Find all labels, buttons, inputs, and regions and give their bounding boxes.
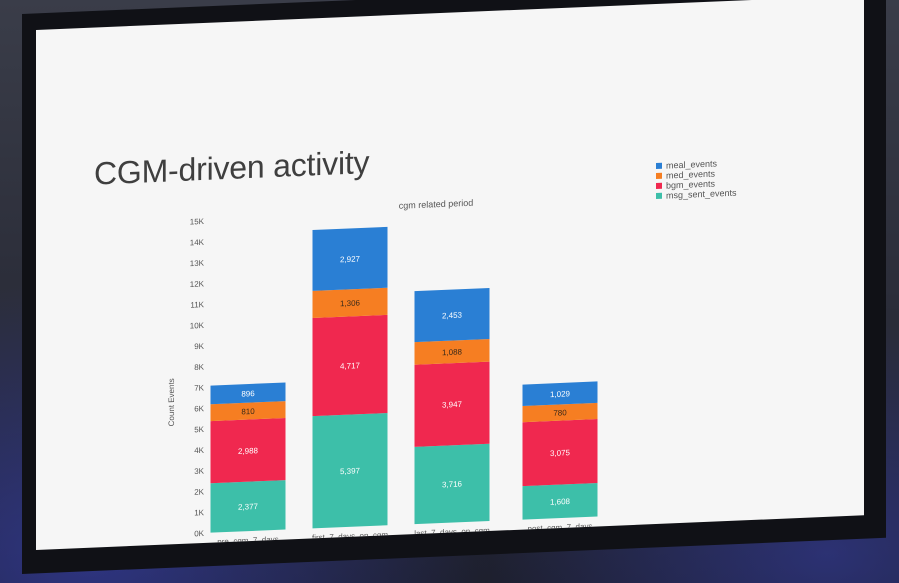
bar-value-label: 2,988 xyxy=(238,446,259,456)
y-tick-label: 9K xyxy=(194,342,204,351)
bar-value-label: 1,088 xyxy=(442,347,463,357)
y-axis-label: Count Events xyxy=(167,378,176,426)
y-tick-label: 13K xyxy=(190,259,205,269)
bar-value-label: 2,453 xyxy=(442,311,463,321)
bar-segment-med_events xyxy=(414,338,490,365)
legend-swatch xyxy=(656,192,662,200)
bar-segment-bgm_events xyxy=(210,417,286,484)
bar-value-label: 1,608 xyxy=(550,497,571,507)
y-tick-label: 14K xyxy=(190,238,205,248)
bar-value-label: 1,306 xyxy=(340,298,361,308)
y-tick-label: 15K xyxy=(190,217,205,227)
y-tick-label: 11K xyxy=(190,300,204,310)
bar-value-label: 1,029 xyxy=(550,389,571,399)
bar-segment-bgm_events xyxy=(522,419,598,487)
bar-value-label: 3,947 xyxy=(442,400,463,410)
bar-segment-msg_sent_events xyxy=(210,480,286,533)
bar-segment-bgm_events xyxy=(312,314,388,417)
y-tick-label: 8K xyxy=(194,363,204,372)
bar-value-label: 896 xyxy=(241,389,255,399)
bar-segment-meal_events xyxy=(522,381,598,406)
bar-segment-meal_events xyxy=(312,226,388,291)
stacked-bar-chart: 0K 1K 2K 3K 4K 5K 6K 7K 8K 9K 10K 11K 12K 13K 14K 15K 2… xyxy=(167,217,598,547)
legend-swatch xyxy=(656,182,662,190)
y-tick-label: 6K xyxy=(194,404,204,413)
y-axis: 0K 1K 2K 3K 4K 5K 6K 7K 8K 9K 10K 11K 12K 13K 14K 15K xyxy=(190,217,205,538)
bar-segment-med_events xyxy=(312,287,388,319)
bar-segment-meal_events xyxy=(210,382,286,405)
y-tick-label: 3K xyxy=(194,467,204,476)
bar-value-label: 4,717 xyxy=(340,361,361,371)
bar-value-label: 2,377 xyxy=(238,502,259,512)
bar-segment-meal_events xyxy=(414,287,490,343)
bars-group: 2,377 2,988 810 896 5,397 4,717 1,306 2,927 3,71… xyxy=(210,226,598,533)
y-tick-label: 4K xyxy=(194,446,204,455)
bar-segment-msg_sent_events xyxy=(312,413,388,529)
bar-segment-med_events xyxy=(522,402,598,423)
y-tick-label: 7K xyxy=(194,383,204,392)
bar-segment-msg_sent_events xyxy=(414,443,490,525)
bar-value-label: 2,927 xyxy=(340,254,361,264)
x-tick-label: pre_cgm_7_days xyxy=(217,535,278,547)
y-tick-label: 10K xyxy=(190,321,205,331)
legend-swatch xyxy=(656,162,662,170)
presentation-slide: CGM-driven activity cgm related period 0… xyxy=(36,0,864,551)
bar-value-label: 780 xyxy=(553,408,567,418)
legend-swatch xyxy=(656,172,662,180)
x-tick-label: post_cgm_7_days xyxy=(528,522,593,534)
bar-segment-bgm_events xyxy=(414,361,490,447)
bar-value-label: 810 xyxy=(241,407,255,417)
bar-value-label: 3,716 xyxy=(442,479,463,489)
y-tick-label: 1K xyxy=(194,508,204,517)
bar-segment-med_events xyxy=(210,401,286,422)
chart-legend: meal_events med_events bgm_events msg_sent_… xyxy=(656,158,737,201)
bar-value-label: 5,397 xyxy=(340,466,361,476)
y-tick-label: 2K xyxy=(194,487,204,496)
bar-segment-msg_sent_events xyxy=(522,483,598,520)
y-tick-label: 12K xyxy=(190,279,205,289)
bar-value-label: 3,075 xyxy=(550,448,571,458)
y-tick-label: 0K xyxy=(194,529,204,538)
y-tick-label: 5K xyxy=(194,425,204,434)
